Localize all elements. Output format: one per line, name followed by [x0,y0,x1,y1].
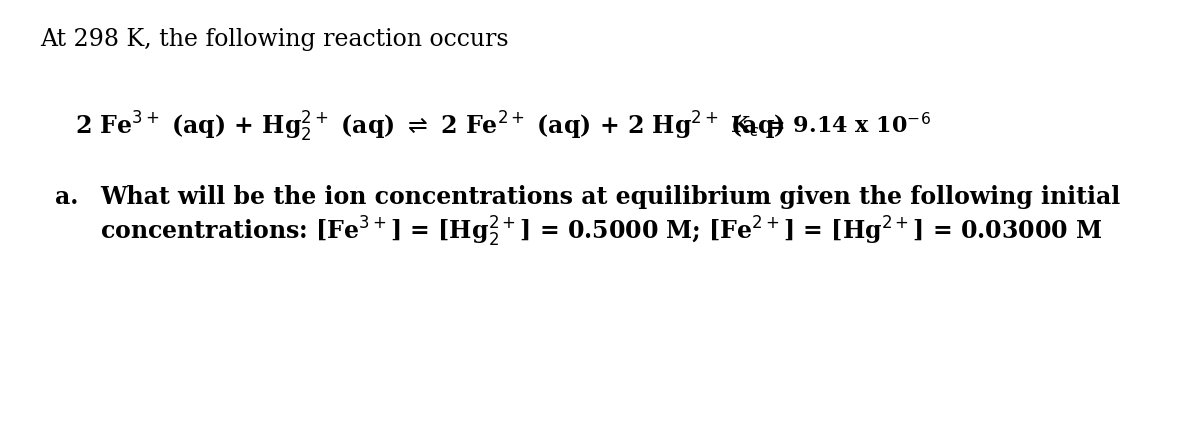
Text: concentrations: [Fe$^{3+}$] = [Hg$_2^{2+}$] = 0.5000 M; [Fe$^{2+}$] = [Hg$^{2+}$: concentrations: [Fe$^{3+}$] = [Hg$_2^{2+… [100,215,1103,249]
Text: K$_c$ = 9.14 x 10$^{-6}$: K$_c$ = 9.14 x 10$^{-6}$ [730,110,931,139]
Text: What will be the ion concentrations at equilibrium given the following initial: What will be the ion concentrations at e… [100,185,1121,209]
Text: a.: a. [55,185,78,209]
Text: At 298 K, the following reaction occurs: At 298 K, the following reaction occurs [40,28,509,51]
Text: 2 Fe$^{3+}$ (aq) + Hg$_2^{2+}$ (aq) $\rightleftharpoons$ 2 Fe$^{2+}$ (aq) + 2 Hg: 2 Fe$^{3+}$ (aq) + Hg$_2^{2+}$ (aq) $\ri… [74,110,785,144]
